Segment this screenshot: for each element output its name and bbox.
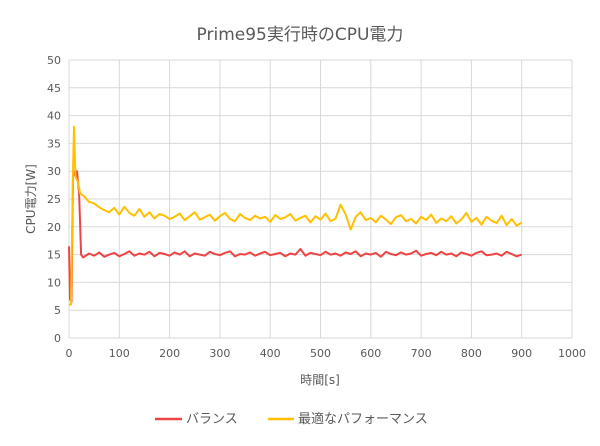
y-tick-label: 25	[47, 193, 61, 206]
legend-label-performance: 最適なパフォーマンス	[298, 411, 428, 427]
legend-label-balance: バランス	[186, 412, 238, 427]
y-tick-label: 45	[47, 82, 61, 95]
legend: バランス 最適なパフォーマンス	[155, 411, 428, 427]
y-tick-label: 10	[47, 276, 61, 289]
series-line-0	[68, 170, 523, 303]
x-tick-label: 100	[109, 347, 130, 360]
x-tick-label: 200	[159, 347, 180, 360]
x-tick-label: 800	[461, 347, 482, 360]
y-tick-label: 20	[47, 221, 61, 234]
y-tick-label: 15	[47, 249, 61, 262]
x-tick-label: 1000	[558, 347, 586, 360]
x-tick-label: 500	[310, 347, 331, 360]
y-tick-label: 30	[47, 165, 61, 178]
x-tick-label: 300	[209, 347, 230, 360]
series-line-1	[69, 125, 523, 306]
chart-title: Prime95実行時のCPU電力	[197, 25, 404, 45]
y-axis-label: CPU電力[W]	[24, 164, 38, 234]
x-tick-label: 700	[411, 347, 432, 360]
y-tick-label: 50	[47, 54, 61, 67]
y-tick-label: 0	[54, 332, 61, 345]
x-tick-label: 400	[260, 347, 281, 360]
y-tick-label: 40	[47, 110, 61, 123]
y-tick-label: 35	[47, 137, 61, 150]
x-axis-label: 時間[s]	[300, 373, 340, 387]
y-tick-label: 5	[54, 304, 61, 317]
x-tick-label: 900	[511, 347, 532, 360]
x-tick-label: 0	[66, 347, 73, 360]
x-tick-label: 600	[360, 347, 381, 360]
